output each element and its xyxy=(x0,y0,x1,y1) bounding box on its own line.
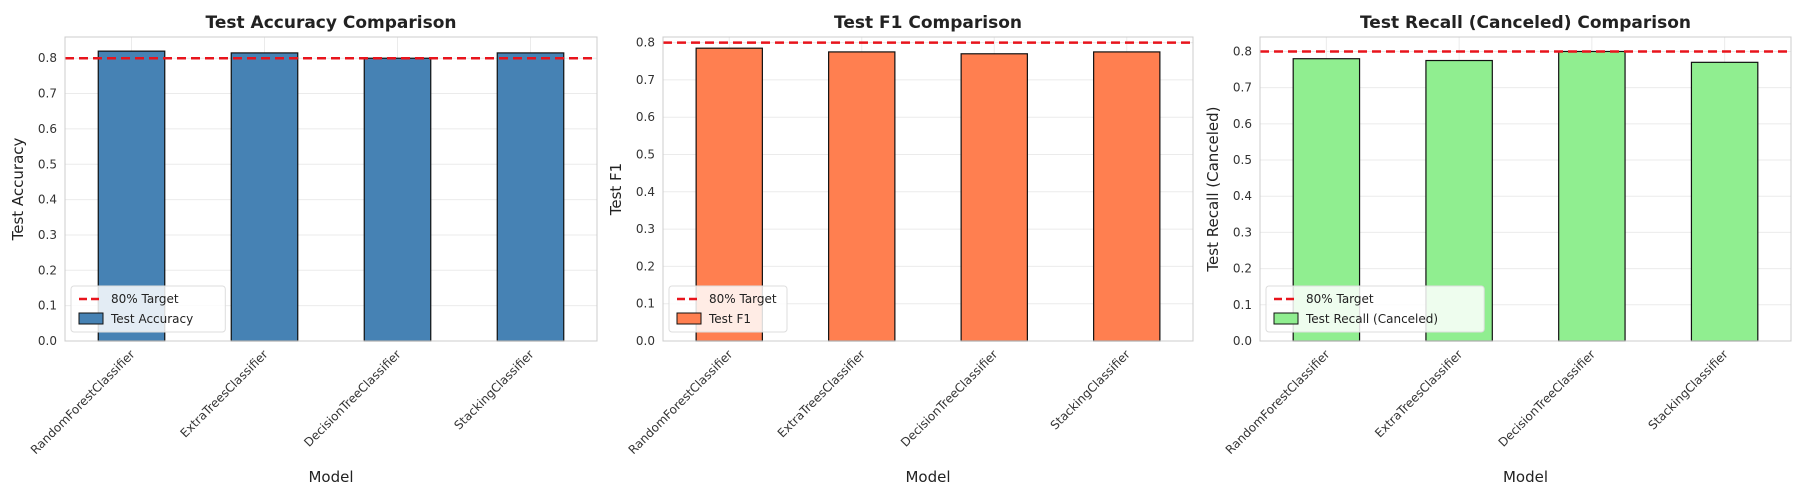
y-tick-label: 0.6 xyxy=(38,122,57,136)
y-tick-label: 0.8 xyxy=(38,51,57,65)
plot-frame xyxy=(1259,36,1792,342)
bar-DecisionTreeClassifier xyxy=(363,57,432,342)
chart-title: Test Recall (Canceled) Comparison xyxy=(1360,13,1691,33)
y-tick-label: 0.6 xyxy=(636,110,655,124)
x-tick-label: RandomForestClassifier xyxy=(28,347,138,457)
y-tick-label: 0.7 xyxy=(1233,81,1252,95)
y-tick-label: 0.2 xyxy=(636,259,655,273)
y-tick-label: 0.4 xyxy=(1233,189,1252,203)
legend-series-swatch xyxy=(1273,312,1299,325)
x-tick-label: DecisionTreeClassifier xyxy=(898,347,1000,449)
legend-series-label: Test Recall (Canceled) xyxy=(1305,312,1438,326)
y-tick-label: 0.5 xyxy=(1233,153,1252,167)
x-tick-label: ExtraTreesClassifier xyxy=(775,347,868,440)
chart-title: Test Accuracy Comparison xyxy=(206,13,457,33)
x-tick-label: RandomForestClassifier xyxy=(626,347,736,457)
y-tick-label: 0.5 xyxy=(636,147,655,161)
y-tick-label: 0.6 xyxy=(1233,117,1252,131)
plot-frame xyxy=(64,36,598,342)
y-tick-label: 0.0 xyxy=(636,334,655,348)
y-axis-label: Test Recall (Canceled) xyxy=(1204,106,1222,272)
x-axis-label: Model xyxy=(1503,468,1548,486)
legend-target-label: 80% Target xyxy=(111,292,179,306)
y-tick-label: 0.2 xyxy=(38,263,57,277)
legend-series-label: Test Accuracy xyxy=(110,312,193,326)
y-tick-label: 0.1 xyxy=(38,299,57,313)
y-tick-label: 0.4 xyxy=(38,193,57,207)
legend-target-label: 80% Target xyxy=(709,292,777,306)
y-tick-label: 0.7 xyxy=(636,73,655,87)
y-axis-label: Test Accuracy xyxy=(9,137,27,241)
y-tick-label: 0.1 xyxy=(636,297,655,311)
x-tick-label: DecisionTreeClassifier xyxy=(1496,347,1598,449)
x-tick-label: ExtraTreesClassifier xyxy=(177,347,270,440)
legend-box xyxy=(70,285,226,333)
chart-title: Test F1 Comparison xyxy=(834,13,1022,33)
bar-ExtraTreesClassifier xyxy=(230,52,299,342)
x-axis-label: Model xyxy=(308,468,353,486)
legend-target-label: 80% Target xyxy=(1306,292,1374,306)
legend-box xyxy=(1265,285,1485,333)
x-axis-label: Model xyxy=(905,468,950,486)
chart-panel-1: 0.0 0.1 0.2 0.3 0.4 0.5 0.6 0.7 0.8 RandomForestC… xyxy=(9,13,598,486)
legend: 80% Target Test Recall (Canceled) xyxy=(1265,285,1485,333)
x-tick-label: StackingClassifier xyxy=(1048,347,1133,432)
bar-StackingClassifier xyxy=(1093,51,1161,342)
x-tick-label: ExtraTreesClassifier xyxy=(1372,347,1465,440)
y-tick-label: 0.3 xyxy=(38,228,57,242)
chart-panel-2: 0.0 0.1 0.2 0.3 0.4 0.5 0.6 0.7 0.8 RandomForestC… xyxy=(607,13,1194,486)
y-tick-label: 0.2 xyxy=(1233,262,1252,276)
y-tick-label: 0.0 xyxy=(38,334,57,348)
legend: 80% Target Test Accuracy xyxy=(70,285,226,333)
y-tick-label: 0.4 xyxy=(636,185,655,199)
bar-ExtraTreesClassifier xyxy=(828,51,896,342)
x-tick-label: StackingClassifier xyxy=(451,347,536,432)
chart-panel-3: 0.0 0.1 0.2 0.3 0.4 0.5 0.6 0.7 0.8 RandomForestC… xyxy=(1204,13,1792,486)
y-tick-label: 0.3 xyxy=(636,222,655,236)
y-tick-label: 0.8 xyxy=(636,36,655,50)
y-tick-label: 0.3 xyxy=(1233,225,1252,239)
y-tick-label: 0.0 xyxy=(1233,334,1252,348)
legend-series-swatch xyxy=(676,312,702,325)
bar-DecisionTreeClassifier xyxy=(960,53,1028,342)
legend: 80% Target Test F1 xyxy=(668,285,788,333)
y-tick-label: 0.8 xyxy=(1233,44,1252,58)
plot-frame xyxy=(662,36,1194,342)
bar-StackingClassifier xyxy=(496,52,565,342)
x-tick-label: DecisionTreeClassifier xyxy=(301,347,403,449)
y-tick-label: 0.5 xyxy=(38,157,57,171)
y-tick-label: 0.1 xyxy=(1233,298,1252,312)
x-tick-label: RandomForestClassifier xyxy=(1223,347,1333,457)
legend-series-swatch xyxy=(78,312,104,325)
bar-StackingClassifier xyxy=(1690,61,1759,342)
bar-DecisionTreeClassifier xyxy=(1558,50,1626,342)
legend-series-label: Test F1 xyxy=(708,312,751,326)
x-tick-label: StackingClassifier xyxy=(1645,347,1730,432)
y-tick-label: 0.7 xyxy=(38,87,57,101)
y-axis-label: Test F1 xyxy=(607,163,625,216)
